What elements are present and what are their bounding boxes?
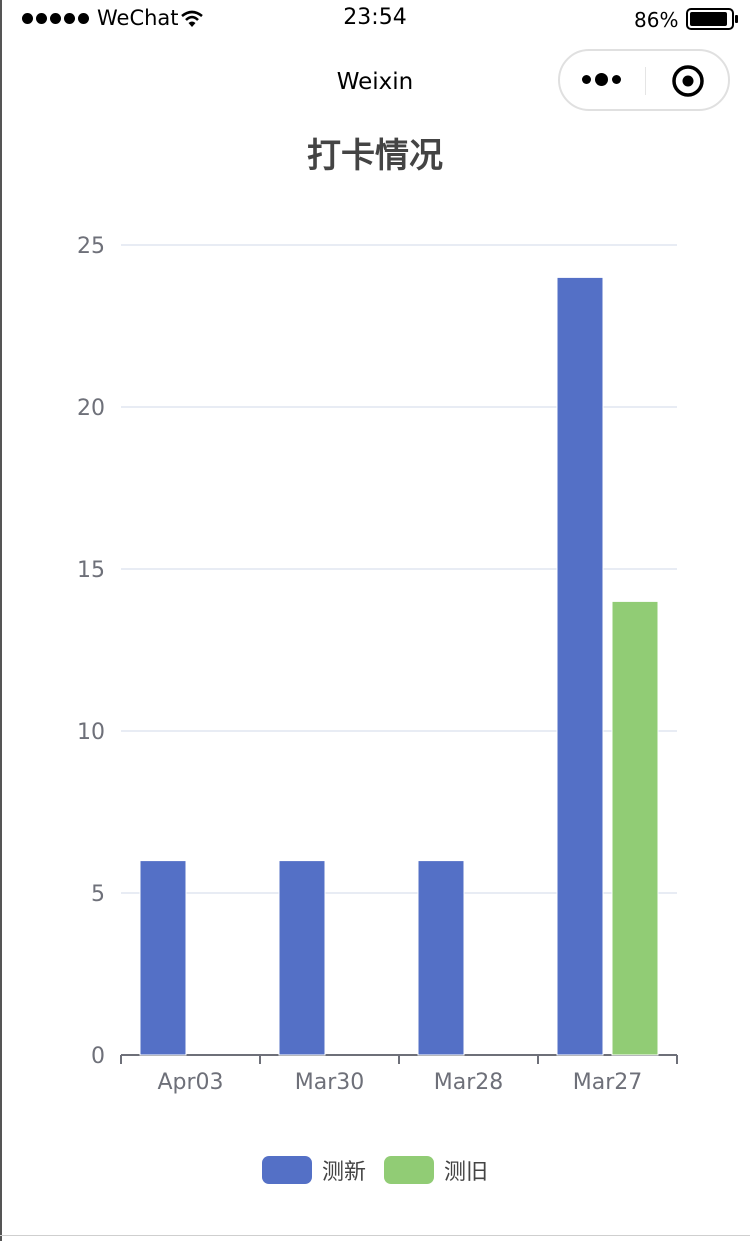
bar-series-2 — [611, 600, 659, 1056]
y-tick-label: 15 — [77, 558, 105, 583]
legend-label: 测新 — [321, 1160, 366, 1185]
window-left-border — [0, 0, 2, 1241]
y-tick-label: 0 — [91, 1044, 105, 1069]
y-tick-label: 25 — [77, 234, 105, 259]
y-tick-label: 10 — [77, 720, 105, 745]
legend-item[interactable]: 测旧 — [384, 1154, 488, 1186]
x-category-label: Mar27 — [573, 1070, 643, 1095]
nav-title: Weixin — [336, 69, 414, 95]
legend-item[interactable]: 测新 — [261, 1154, 366, 1186]
more-icon[interactable] — [582, 73, 621, 86]
y-tick-label: 5 — [91, 882, 105, 907]
bar-series-1 — [278, 860, 326, 1056]
chart-title: 打卡情况 — [307, 136, 443, 176]
y-tick-label: 20 — [77, 396, 105, 421]
battery-icon — [686, 8, 738, 30]
bar-series-1 — [556, 276, 604, 1056]
legend-swatch — [261, 1156, 312, 1184]
x-category-label: Apr03 — [157, 1070, 223, 1095]
legend-label: 测旧 — [444, 1160, 489, 1185]
bar-series-1 — [139, 860, 187, 1056]
carrier-name: WeChat — [97, 6, 179, 30]
mini-program-capsule — [558, 49, 730, 111]
close-target-icon[interactable] — [672, 65, 704, 97]
status-bar: WeChat 23:54 86% — [0, 0, 750, 40]
wifi-icon — [181, 10, 203, 27]
chart-legend: 测新 测旧 — [0, 1154, 750, 1186]
legend-swatch — [384, 1156, 434, 1184]
battery-percentage: 86% — [634, 8, 679, 32]
signal-strength-icon — [22, 13, 89, 24]
x-category-label: Mar30 — [295, 1070, 365, 1095]
status-time: 23:54 — [343, 5, 407, 30]
window-bottom-border — [0, 1235, 750, 1236]
bar-series-1 — [417, 860, 465, 1056]
x-category-label: Mar28 — [434, 1070, 504, 1095]
capsule-divider — [645, 67, 646, 95]
